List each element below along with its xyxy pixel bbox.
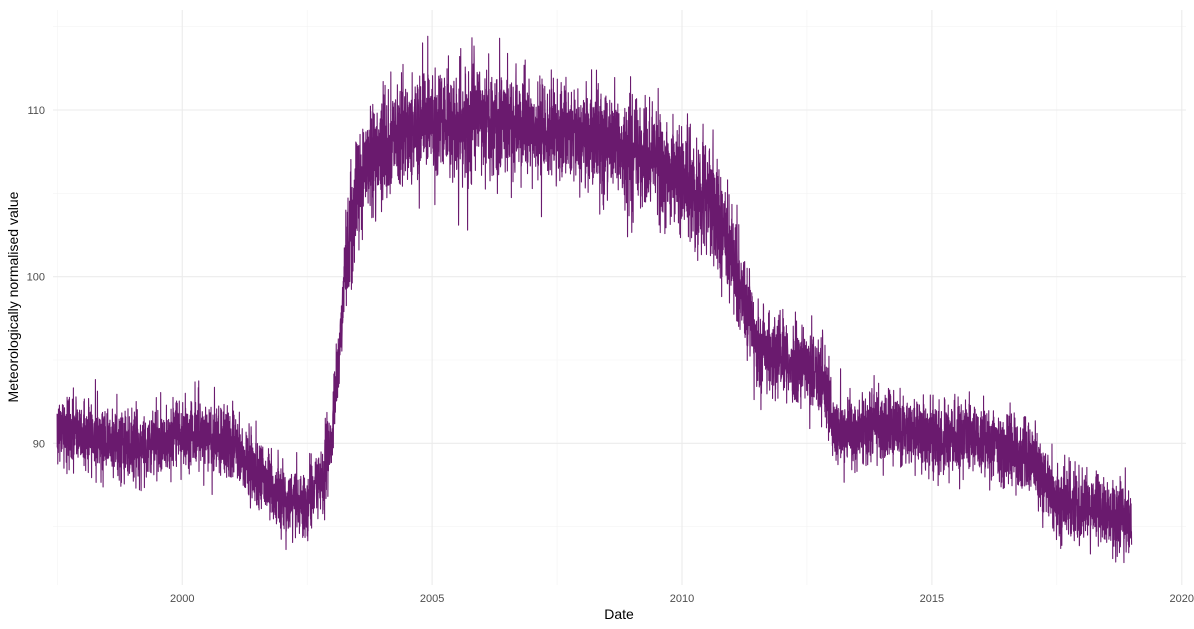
y-tick-label: 90 (33, 438, 45, 450)
y-tick-labels: 90 100 110 (27, 105, 45, 450)
x-axis-title: Date (604, 606, 634, 622)
y-tick-label: 110 (27, 105, 45, 117)
minor-gridlines (53, 10, 1186, 585)
x-tick-label: 2020 (1170, 593, 1194, 605)
series-line (56, 35, 1133, 564)
major-gridlines (53, 10, 1186, 585)
x-tick-label: 2015 (920, 593, 944, 605)
x-tick-label: 2010 (670, 593, 694, 605)
x-tick-labels: 2000 2005 2010 2015 2020 (170, 593, 1194, 605)
x-tick-label: 2005 (420, 593, 444, 605)
x-tick-label: 2000 (170, 593, 194, 605)
y-tick-label: 100 (27, 272, 45, 284)
y-axis-title: Meteorologically normalised value (5, 191, 21, 402)
